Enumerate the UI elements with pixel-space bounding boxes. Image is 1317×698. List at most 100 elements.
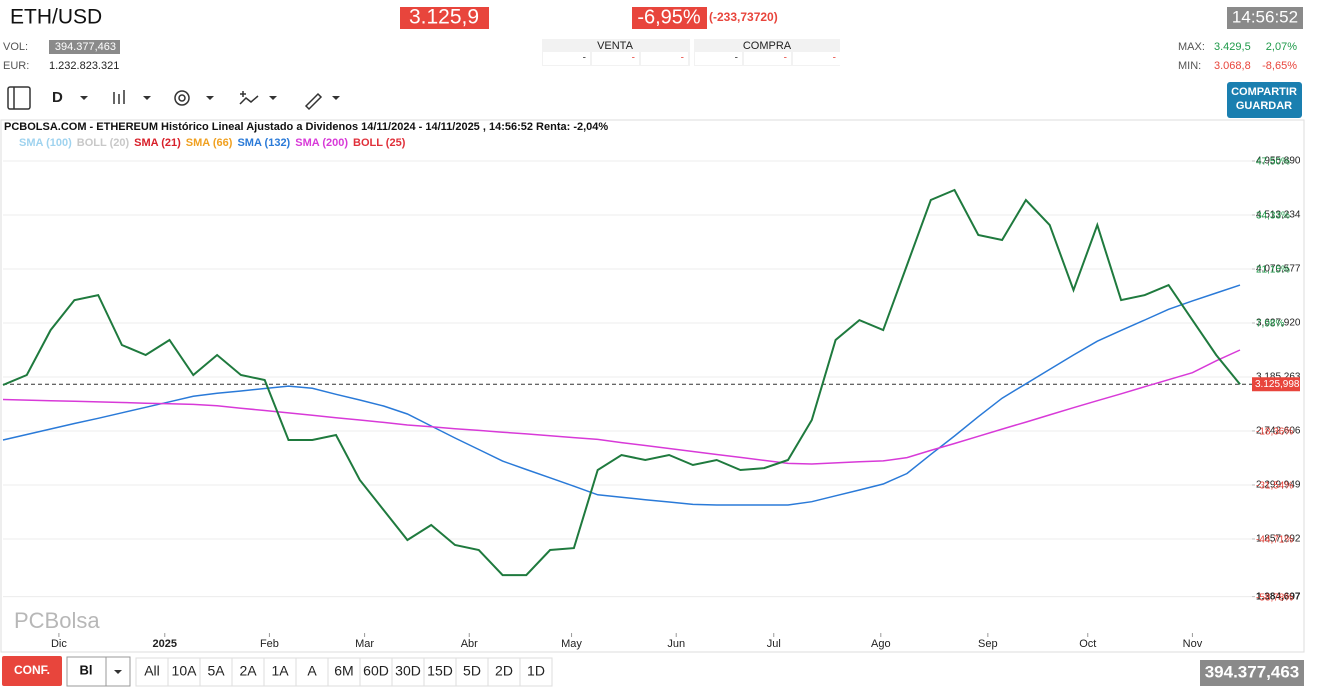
max-pct: 2,07% [1266,41,1297,53]
change-abs: (-233,73720) [709,10,778,24]
legend-entry: SMA (200) [295,137,348,149]
x-tick-label: Abr [461,638,478,650]
y-tick-label: 4.513,234 [1256,210,1301,221]
x-tick-label: May [561,638,582,650]
book-cell [543,52,590,65]
chart-kind-select[interactable] [66,656,131,687]
last-price-label: 3.125,998 [1255,379,1300,390]
range-label[interactable]: 5A [207,663,225,679]
x-tick-label: Feb [260,638,279,650]
range-button[interactable] [231,657,265,687]
config-button[interactable] [2,656,62,686]
range-button[interactable] [199,657,233,687]
y2-tick-label: -31,54% [1256,481,1293,492]
range-button[interactable] [487,657,521,687]
x-tick-label: Oct [1079,638,1096,650]
min-pct: -8,65% [1262,60,1297,72]
y-tick-label: 3.627,920 [1256,318,1301,329]
y2-tick-label: -44,71% [1256,535,1293,546]
share-label[interactable]: COMPARTIR [1231,86,1297,98]
range-button[interactable] [359,657,393,687]
range-button[interactable] [135,657,169,687]
price-box [400,7,489,29]
range-label[interactable]: 60D [363,663,389,679]
range-label[interactable]: A [307,663,317,679]
range-label[interactable]: 10A [172,663,198,679]
legend-entry: SMA (100) [19,137,72,149]
change-box [632,7,707,29]
range-label[interactable]: All [144,663,160,679]
x-tick-label: Dic [51,638,67,650]
legend-entry: SMA (21) [134,137,181,149]
min-label: MIN: [1178,60,1201,72]
legend-entry: SMA (66) [186,137,233,149]
book-value: - [784,53,787,64]
y-tick-label: 1.857,292 [1256,534,1301,545]
y-tick-label: 2.742,606 [1256,426,1301,437]
vol-box [49,40,120,54]
price: 3.125,9 [409,6,479,29]
range-button[interactable] [519,657,553,687]
book-value: - [632,53,635,64]
range-button[interactable] [295,657,329,687]
range-label[interactable]: 2D [495,663,513,679]
buy-label: COMPRA [743,40,792,52]
y2-tick-label: -18,36% [1256,427,1293,438]
book-value: - [681,53,684,64]
range-label[interactable]: 15D [427,663,453,679]
vol-value: 394.377,463 [55,41,116,53]
y2-tick-label: -58,78% [1256,592,1293,603]
vol-label: VOL: [3,41,28,53]
range-button[interactable] [455,657,489,687]
panel-toggle[interactable] [7,86,31,110]
candles-icon[interactable] [113,90,125,104]
volume-total: 394.377,463 [1205,662,1300,681]
eur-label: EUR: [3,60,29,72]
chart-kind[interactable]: Bl [80,662,93,677]
symbol: ETH/USD [10,6,102,29]
book-value: - [833,53,836,64]
toolbar [7,86,340,111]
range-label[interactable]: 1A [271,663,289,679]
y2-tick-label: 34,33% [1256,211,1290,222]
time: 14:56:52 [1232,7,1298,26]
max-value: 3.429,5 [1214,41,1251,53]
range-button[interactable] [327,657,361,687]
config-label[interactable]: CONF. [14,663,50,677]
range-button[interactable] [263,657,297,687]
book-cell [641,52,688,65]
x-tick-label: Jun [667,638,685,650]
y-tick-label: 2.299,949 [1256,480,1301,491]
x-tick-label: 2025 [153,638,177,650]
legend-entry: BOLL (25) [353,137,406,149]
settings-icon[interactable] [174,90,190,106]
range-label[interactable]: 2A [239,663,257,679]
time-box [1227,7,1303,29]
range-label[interactable]: 1D [527,663,545,679]
min-value: 3.068,8 [1214,60,1251,72]
range-label[interactable]: 6M [334,663,353,679]
period[interactable]: D [52,89,63,106]
max-label: MAX: [1178,41,1205,53]
range-label[interactable]: 30D [395,663,421,679]
share-button[interactable] [1227,82,1302,118]
draw-icon[interactable] [304,92,323,111]
book-cell [592,52,639,65]
y2-tick-label: 47,50% [1256,157,1290,168]
x-tick-label: Mar [355,638,374,650]
indicator-icon[interactable] [239,91,259,105]
save-label[interactable]: GUARDAR [1236,100,1292,112]
y-tick-label: 1.384,697 [1256,591,1301,602]
x-tick-label: Nov [1183,638,1203,650]
series-line [2,188,1241,577]
range-label[interactable]: 5D [463,663,481,679]
last-price-box [1252,377,1300,392]
change-pct: -6,95% [637,6,701,28]
y-tick-label: 4.070,577 [1256,264,1301,275]
series-line [2,284,1241,506]
series-line [2,349,1241,465]
sell-label: VENTA [597,40,634,52]
chart-frame [0,119,1305,653]
y-tick-label: 3.185,263 [1256,372,1301,383]
